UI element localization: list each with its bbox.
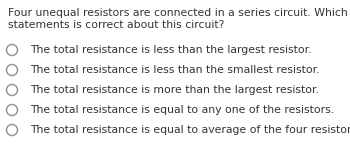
Text: The total resistance is more than the largest resistor.: The total resistance is more than the la…: [30, 85, 319, 95]
Text: Four unequal resistors are connected in a series circuit. Which one of the follo: Four unequal resistors are connected in …: [8, 8, 350, 18]
Text: The total resistance is equal to any one of the resistors.: The total resistance is equal to any one…: [30, 105, 334, 115]
Text: The total resistance is less than the smallest resistor.: The total resistance is less than the sm…: [30, 65, 320, 75]
Text: statements is correct about this circuit?: statements is correct about this circuit…: [8, 20, 224, 30]
Text: The total resistance is equal to average of the four resistors.: The total resistance is equal to average…: [30, 125, 350, 135]
Text: The total resistance is less than the largest resistor.: The total resistance is less than the la…: [30, 45, 312, 55]
